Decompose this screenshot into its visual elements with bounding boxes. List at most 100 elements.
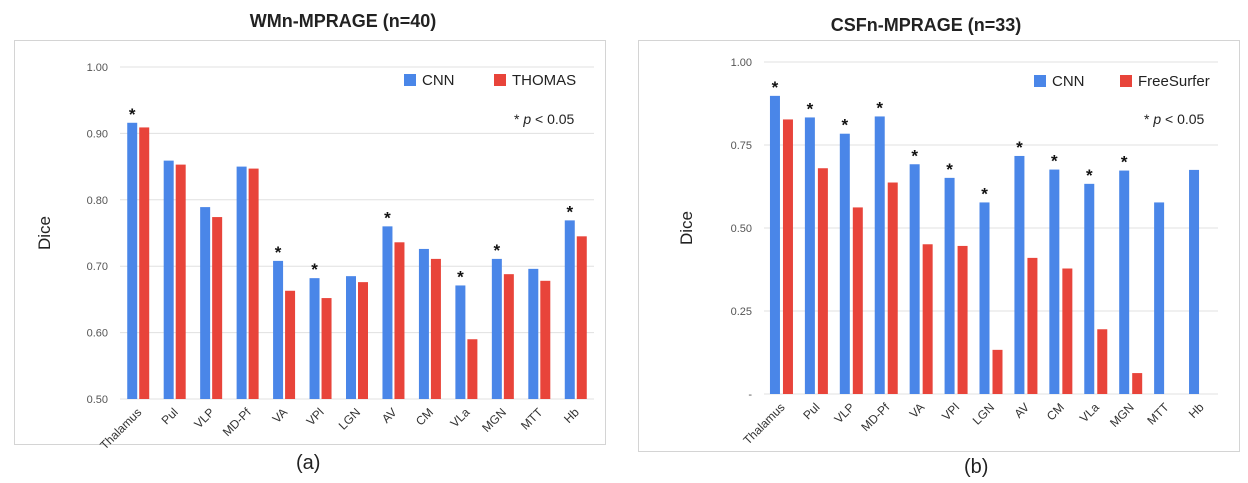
- x-tick-label: MGN: [1107, 400, 1137, 430]
- bar-cnn-md-pf: [874, 116, 885, 394]
- x-tick-label: AV: [379, 405, 400, 426]
- significance-star: *: [841, 116, 848, 135]
- significance-star: *: [275, 243, 282, 262]
- bar-cnn-hb: [1189, 169, 1200, 394]
- significance-star: *: [311, 260, 318, 279]
- bar-thomas-vlp: [212, 217, 223, 399]
- chart-title: WMn-MPRAGE (n=40): [250, 11, 437, 31]
- bar-cnn-thalamus: [127, 122, 138, 399]
- y-tick-label: 0.80: [87, 195, 108, 207]
- x-tick-label: VA: [270, 405, 291, 426]
- x-tick-label: VA: [907, 400, 928, 421]
- x-tick-label: VPl: [939, 400, 962, 423]
- x-tick-label: VPl: [304, 405, 327, 428]
- bar-thomas-va: [285, 290, 296, 399]
- bar-thomas-av: [394, 242, 405, 399]
- bar-thomas-lgn: [358, 282, 368, 399]
- y-tick-label: 0.75: [731, 140, 752, 152]
- bar-cnn-lgn: [346, 276, 356, 399]
- significance-star: *: [566, 202, 573, 221]
- significance-star: *: [457, 267, 464, 286]
- bar-freesurfer-va: [922, 244, 933, 394]
- y-tick-label: 0.25: [731, 306, 752, 318]
- significance-star: *: [911, 146, 918, 165]
- y-tick-label: 1.00: [731, 57, 752, 69]
- bar-thomas-pul: [175, 164, 186, 399]
- bar-cnn-pul: [163, 160, 174, 399]
- significance-star: *: [876, 98, 883, 117]
- significance-star: *: [1121, 153, 1128, 172]
- y-axis-label: Dice: [35, 216, 54, 250]
- chart-title: CSFn-MPRAGE (n=33): [831, 15, 1022, 35]
- bar-cnn-mtt: [1154, 202, 1165, 394]
- legend-label: FreeSurfer: [1138, 73, 1210, 90]
- x-tick-label: MD-Pf: [220, 405, 254, 439]
- legend-label: CNN: [422, 72, 455, 89]
- bar-cnn-va: [909, 164, 920, 394]
- bar-thomas-thalamus: [139, 127, 150, 399]
- bar-cnn-av: [382, 226, 393, 399]
- legend-swatch: [494, 74, 506, 86]
- x-tick-label: MGN: [479, 405, 509, 435]
- bar-freesurfer-lgn: [992, 349, 1003, 394]
- bar-cnn-cm: [1049, 169, 1060, 394]
- x-tick-label: Hb: [1186, 400, 1207, 421]
- bar-cnn-thalamus: [769, 95, 780, 394]
- bar-cnn-vla: [1084, 183, 1095, 394]
- bar-thomas-mtt: [540, 280, 551, 399]
- x-tick-label: MD-Pf: [858, 400, 892, 434]
- bar-freesurfer-mgn: [1132, 373, 1143, 394]
- bar-cnn-hb: [564, 220, 575, 399]
- bar-cnn-lgn: [979, 202, 990, 394]
- bar-cnn-mtt: [528, 268, 539, 399]
- legend-swatch: [404, 74, 416, 86]
- significance-star: *: [1016, 138, 1023, 157]
- bar-cnn-vlp: [200, 207, 211, 399]
- significance-star: *: [981, 184, 988, 203]
- significance-star: *: [807, 99, 814, 118]
- bar-freesurfer-pul: [817, 168, 828, 394]
- x-tick-label: CM: [1044, 400, 1067, 423]
- bar-freesurfer-md-pf: [887, 182, 898, 394]
- x-tick-label: CM: [413, 405, 436, 428]
- x-tick-label: Hb: [561, 405, 582, 426]
- bar-cnn-md-pf: [236, 166, 247, 399]
- bar-cnn-vlp: [839, 133, 850, 394]
- bar-cnn-va: [273, 260, 284, 399]
- bar-cnn-vpl: [309, 278, 320, 399]
- significance-star: *: [946, 160, 953, 179]
- caption-b: (b): [964, 456, 989, 478]
- x-tick-label: MTT: [1144, 400, 1172, 428]
- bar-cnn-vla: [455, 285, 466, 399]
- bar-thomas-vla: [467, 339, 478, 399]
- y-tick-label: 1.00: [87, 62, 108, 74]
- chart-b: CSFn-MPRAGE (n=33) - 0.25 0.50 0.75 1.00 Dice *…: [677, 15, 1218, 447]
- bar-thomas-vpl: [321, 298, 332, 399]
- x-tick-label: VLa: [1077, 400, 1102, 425]
- significance-star: *: [772, 78, 779, 97]
- significance-note: * p < 0.05: [514, 111, 575, 127]
- bar-cnn-mgn: [491, 258, 502, 399]
- y-tick-label: 0.50: [731, 223, 752, 235]
- x-tick-label: AV: [1011, 400, 1032, 421]
- bar-cnn-mgn: [1119, 170, 1130, 394]
- x-tick-label: Thalamus: [740, 400, 787, 447]
- legend-label: CNN: [1052, 73, 1085, 90]
- x-tick-label: LGN: [970, 400, 997, 427]
- y-tick-label: 0.60: [87, 328, 108, 340]
- panel-b: CSFn-MPRAGE (n=33) - 0.25 0.50 0.75 1.00 Dice *…: [624, 0, 1248, 483]
- bar-cnn-av: [1014, 155, 1025, 394]
- y-axis-label: Dice: [677, 211, 696, 245]
- caption-a: (a): [296, 452, 321, 474]
- x-tick-label: VLa: [448, 405, 473, 430]
- bar-thomas-md-pf: [248, 168, 259, 399]
- bar-cnn-vpl: [944, 177, 955, 394]
- legend-label: THOMAS: [512, 72, 576, 89]
- x-tick-label: MTT: [518, 405, 546, 433]
- significance-star: *: [1086, 166, 1093, 185]
- x-tick-label: Pul: [159, 405, 181, 427]
- x-tick-label: Pul: [800, 400, 822, 422]
- significance-note: * p < 0.05: [1144, 111, 1205, 127]
- significance-star: *: [384, 208, 391, 227]
- bar-thomas-cm: [430, 258, 441, 399]
